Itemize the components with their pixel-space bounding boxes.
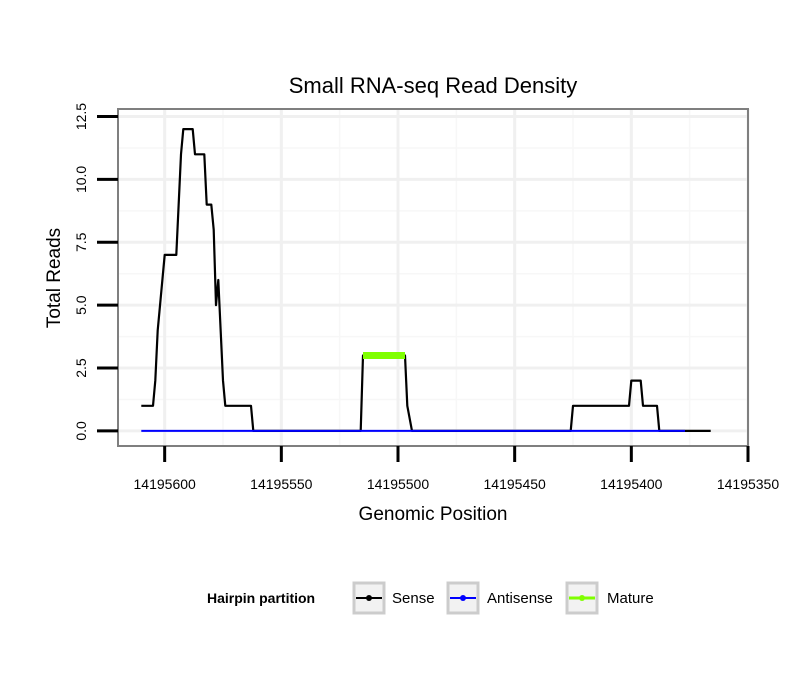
- legend: Hairpin partition Sense Antisense Mature: [207, 581, 654, 615]
- legend-key-dot: [366, 595, 372, 601]
- y-tick-label: 0.0: [73, 421, 89, 441]
- y-tick-label: 10.0: [73, 166, 89, 193]
- legend-key-dot: [460, 595, 466, 601]
- legend-label-mature: Mature: [607, 590, 654, 607]
- x-tick-label: 14195350: [717, 476, 780, 492]
- legend-label-sense: Sense: [392, 590, 435, 607]
- x-tick-label: 14195500: [367, 476, 430, 492]
- legend-item-sense: Sense: [352, 581, 435, 615]
- panel-border: [117, 108, 749, 447]
- y-tick-label: 2.5: [73, 358, 89, 378]
- chart-title: Small RNA-seq Read Density: [289, 73, 578, 98]
- y-axis-title: Total Reads: [44, 228, 65, 328]
- x-tick-label: 14195550: [250, 476, 313, 492]
- axes: 14195600 14195550 14195500 14195450 14195400…: [73, 103, 779, 492]
- series-line-sense: [141, 128, 711, 432]
- series-layer: [141, 128, 711, 432]
- x-tick-label: 14195600: [134, 476, 197, 492]
- y-tick-label: 7.5: [73, 232, 89, 252]
- y-tick-label: 12.5: [73, 103, 89, 130]
- x-axis-title: Genomic Position: [359, 504, 508, 525]
- x-tick-label: 14195450: [484, 476, 547, 492]
- legend-item-mature: Mature: [565, 581, 654, 615]
- legend-label-antisense: Antisense: [487, 590, 553, 607]
- legend-key-dot: [579, 595, 585, 601]
- plot-panel: [117, 108, 749, 447]
- y-tick-label: 5.0: [73, 295, 89, 315]
- legend-item-antisense: Antisense: [446, 581, 553, 615]
- legend-title: Hairpin partition: [207, 590, 315, 606]
- x-tick-label: 14195400: [600, 476, 663, 492]
